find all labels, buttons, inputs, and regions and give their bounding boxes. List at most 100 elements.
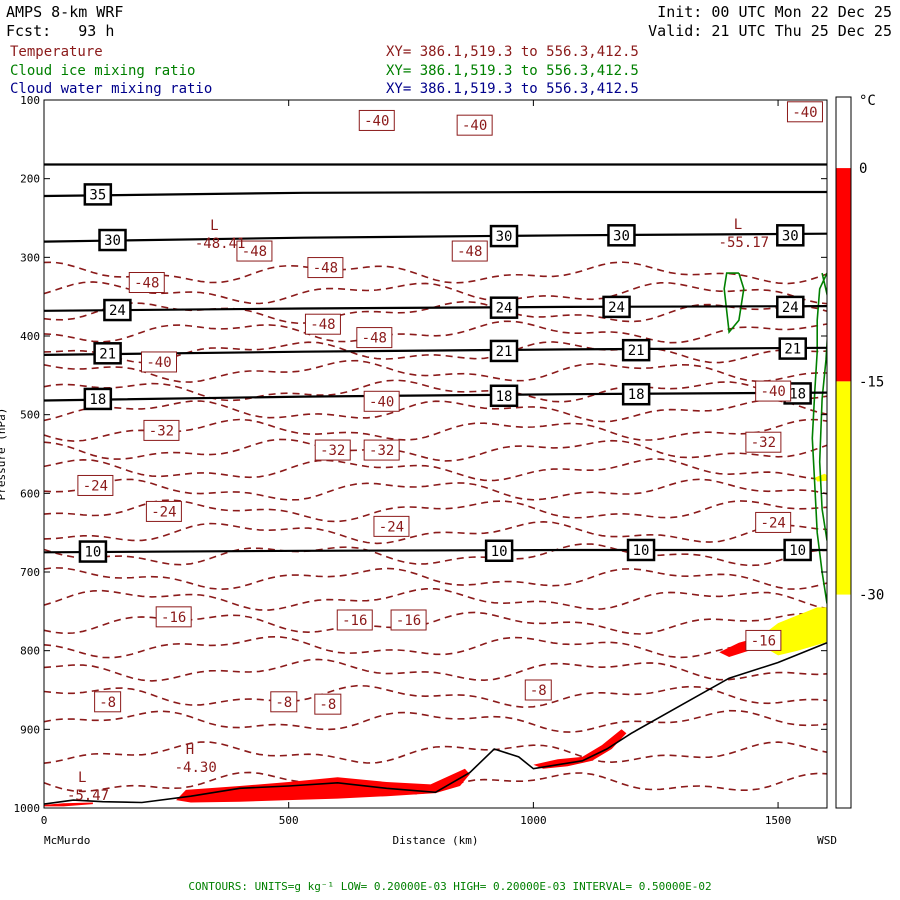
legend-temperature: Temperature xyxy=(10,44,103,60)
isoline-label-box xyxy=(83,387,113,411)
isoline-label-box xyxy=(83,183,113,206)
temperature-label-box xyxy=(128,272,165,294)
temperature-label: -16 xyxy=(751,633,776,649)
isoline-label: 18 xyxy=(789,386,806,402)
y-tick-label: 100 xyxy=(20,94,40,107)
temperature-label-box xyxy=(755,380,792,402)
temperature-label-box xyxy=(304,313,341,335)
temperature-label: -32 xyxy=(369,443,394,459)
isoline xyxy=(44,232,827,243)
temperature-label-box xyxy=(755,511,792,533)
valid-time: Valid: 21 UTC Thu 25 Dec 25 xyxy=(648,22,892,40)
isoline-label-box xyxy=(607,224,636,247)
temperature-contour xyxy=(44,458,827,482)
temperature-label-box xyxy=(745,629,782,651)
temperature-label: -40 xyxy=(792,105,817,121)
y-tick-label: 400 xyxy=(20,330,40,343)
plot-frame xyxy=(43,99,828,809)
temperature-label: -48 xyxy=(457,244,482,260)
temperature-label: -8 xyxy=(319,697,336,713)
temperature-contour xyxy=(44,499,827,523)
x-tick-label: 1500 xyxy=(765,814,792,827)
temperature-label: -24 xyxy=(83,478,108,494)
isoline-label: 24 xyxy=(496,301,513,317)
temperature-label-box xyxy=(745,431,782,453)
colorbar-tick-label: 0 xyxy=(859,161,867,177)
terrain-line xyxy=(44,642,827,805)
temperature-label: -16 xyxy=(161,610,186,626)
temperature-label-box xyxy=(373,515,410,537)
isoline-label-box xyxy=(776,295,805,319)
extremum-value: -55.17 xyxy=(719,235,770,251)
temperature-label-box xyxy=(363,439,400,461)
isoline-label: 30 xyxy=(496,229,513,245)
isoline-label: 10 xyxy=(633,543,650,559)
isoline-label-box xyxy=(783,538,812,562)
temperature-label-box xyxy=(456,114,493,136)
temperature-label-box xyxy=(236,240,273,262)
temperature-label-box xyxy=(336,609,373,631)
xy-cloud-water: XY= 386.1,519.3 to 556.3,412.5 xyxy=(386,81,639,97)
temperature-label-box xyxy=(314,439,351,461)
xy-temperature: XY= 386.1,519.3 to 556.3,412.5 xyxy=(386,44,639,60)
temperature-label: -40 xyxy=(364,113,389,129)
temperature-contour xyxy=(44,320,827,344)
y-tick-label: 700 xyxy=(20,566,40,579)
temperature-contour xyxy=(44,520,827,545)
isoline-label: 21 xyxy=(784,342,801,358)
temperature-label: -32 xyxy=(751,435,776,451)
temperature-label: -8 xyxy=(99,695,116,711)
temperature-label: -48 xyxy=(362,331,387,347)
extremum-value: -48.41 xyxy=(195,236,246,252)
forecast-hour: Fcst: 93 h xyxy=(6,22,115,40)
temperature-label-box xyxy=(77,474,114,496)
temperature-label-box xyxy=(314,693,342,715)
isoline-label: 24 xyxy=(109,303,126,319)
isoline-label: 21 xyxy=(99,346,116,362)
temperature-label-box xyxy=(390,609,427,631)
isoline-label: 21 xyxy=(628,343,645,359)
cloud-ice-contour xyxy=(811,272,827,604)
temperature-label: -16 xyxy=(396,613,421,629)
temperature-contour xyxy=(44,684,827,709)
extremum-symbol: L xyxy=(78,770,86,786)
temperature-label: -16 xyxy=(342,613,367,629)
temperature-label: -32 xyxy=(320,443,345,459)
temperature-label: -40 xyxy=(369,394,394,410)
cloud-ice-contour xyxy=(723,272,745,335)
temperature-label: -40 xyxy=(146,355,171,371)
colorbar-segment xyxy=(836,381,851,595)
extremum-symbol: L xyxy=(210,218,218,234)
isoline-label-box xyxy=(489,224,519,248)
extremum-value: -4.30 xyxy=(175,760,217,776)
isoline-label: 30 xyxy=(782,228,799,244)
temperature-contour xyxy=(44,588,827,611)
temperature-contour xyxy=(44,658,827,682)
y-tick-label: 300 xyxy=(20,251,40,264)
y-axis-label: Pressure (hPa) xyxy=(0,408,8,501)
temperature-label: -24 xyxy=(761,515,786,531)
temperature-label-box xyxy=(451,240,488,262)
temperature-label-box xyxy=(94,691,122,713)
isoline-label-box xyxy=(489,339,519,363)
temperature-contour xyxy=(44,635,827,659)
y-tick-label: 500 xyxy=(20,409,40,422)
extremum-symbol: H xyxy=(186,742,194,758)
temperature-label-box xyxy=(356,327,393,349)
y-tick-label: 1000 xyxy=(14,802,41,815)
temperature-contour xyxy=(44,741,827,764)
x-axis-label: Distance (km) xyxy=(392,834,478,847)
isoline-label: 30 xyxy=(613,228,630,244)
x-tick-label: 500 xyxy=(279,814,299,827)
isoline-label: 35 xyxy=(89,187,106,203)
temperature-label: -8 xyxy=(275,695,292,711)
isoline-label-box xyxy=(489,296,519,319)
temperature-label: -48 xyxy=(313,261,338,277)
temperature-label: -8 xyxy=(530,683,547,699)
isoline-label-box xyxy=(98,228,127,252)
isoline-label: 21 xyxy=(496,344,513,360)
isoline-label: 18 xyxy=(89,392,106,408)
isoline-label-box xyxy=(103,298,132,322)
isoline-label: 10 xyxy=(85,545,102,561)
